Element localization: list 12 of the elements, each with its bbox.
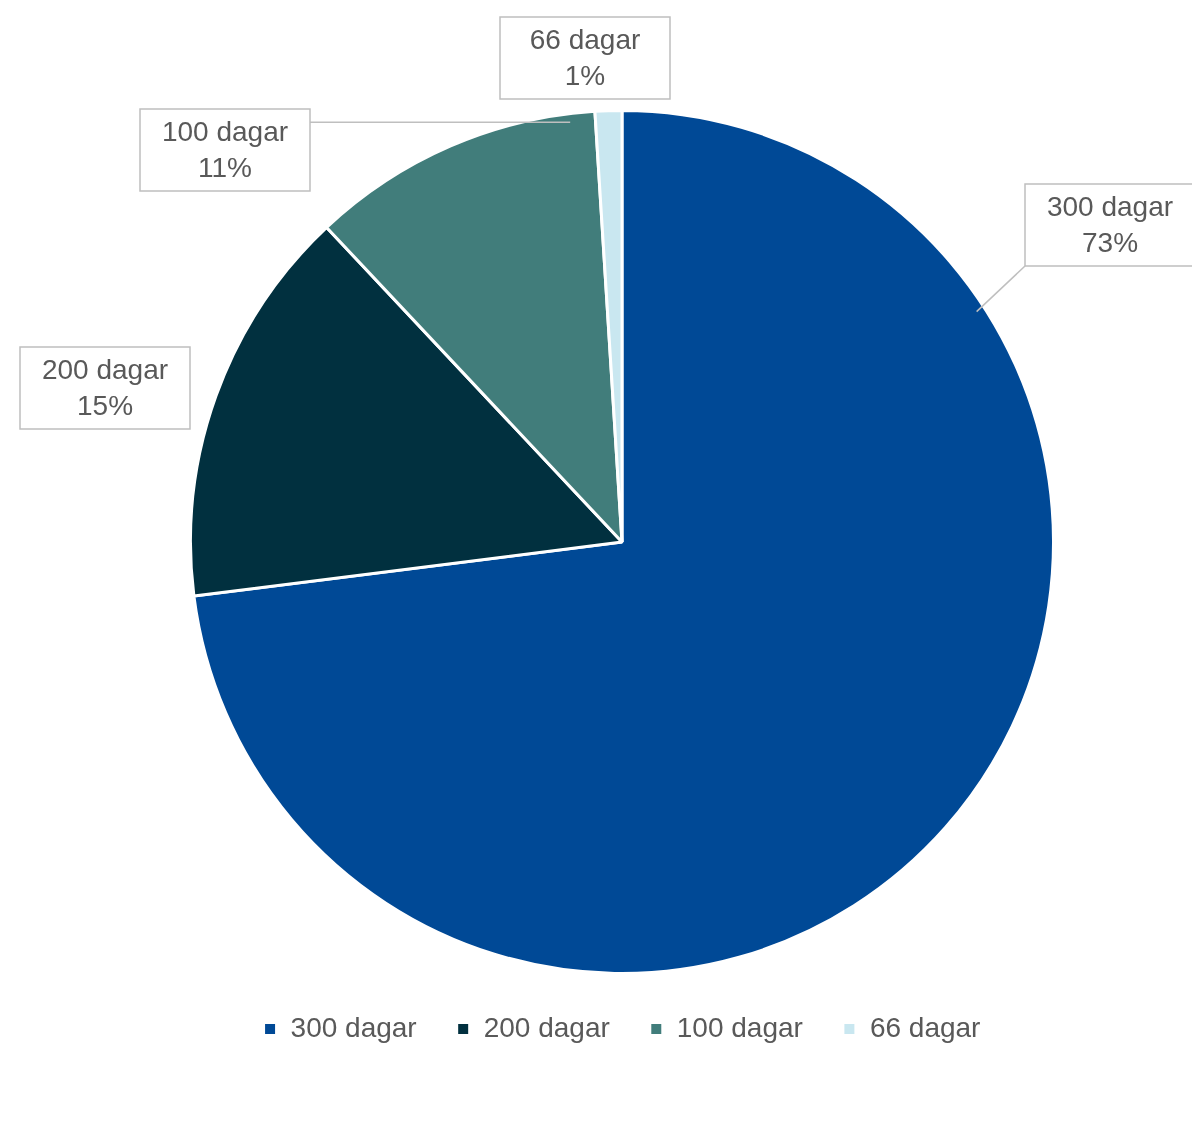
legend-label: 66 dagar — [869, 1011, 981, 1043]
legend-label: 100 dagar — [676, 1011, 803, 1043]
slice-label: 66 dagar — [529, 23, 641, 55]
data-label: 1% — [564, 59, 606, 91]
slice-label: 200 dagar — [41, 353, 169, 385]
data-label: 11% — [198, 151, 252, 183]
legend-label: 300 dagar — [290, 1011, 417, 1043]
slice-label: 100 dagar — [161, 115, 289, 147]
legend-label: 200 dagar — [483, 1011, 610, 1043]
slice-label: 300 dagar — [1046, 190, 1174, 222]
data-label: 15% — [76, 389, 134, 421]
data-label: 73% — [1081, 226, 1139, 258]
